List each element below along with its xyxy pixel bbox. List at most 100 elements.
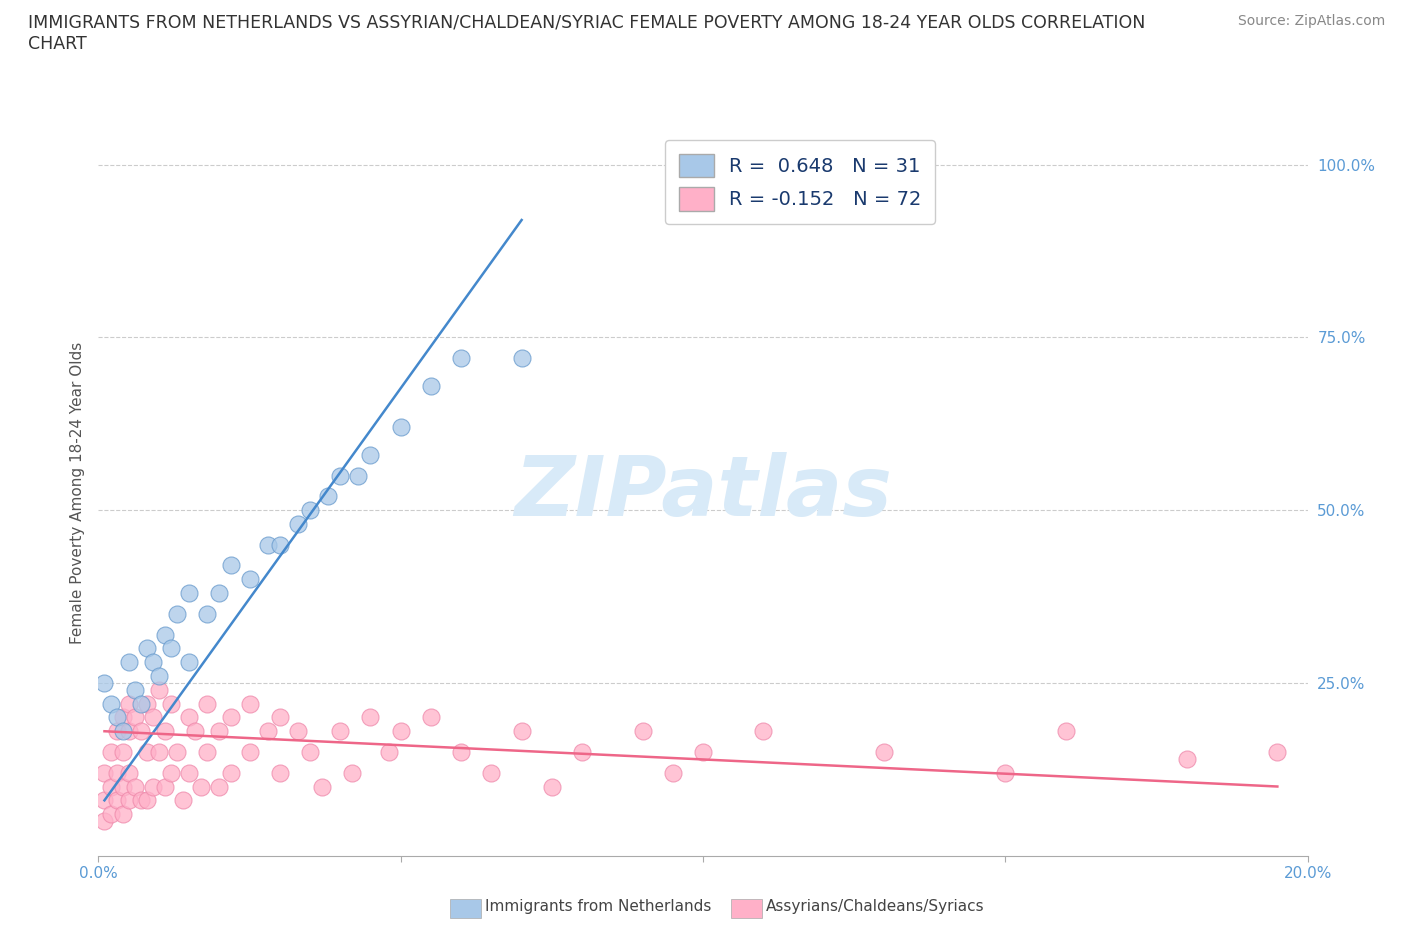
Point bbox=[166, 606, 188, 621]
Point bbox=[118, 724, 141, 738]
Point bbox=[177, 586, 201, 601]
Point bbox=[129, 697, 152, 711]
Text: Assyrians/Chaldeans/Syriacs: Assyrians/Chaldeans/Syriacs bbox=[766, 899, 984, 914]
Point bbox=[329, 724, 352, 738]
Point bbox=[389, 724, 412, 738]
Point bbox=[118, 697, 141, 711]
Point bbox=[316, 489, 339, 504]
Point bbox=[347, 468, 370, 483]
Point bbox=[124, 779, 146, 794]
Point bbox=[239, 697, 262, 711]
Point bbox=[135, 793, 157, 808]
Point bbox=[510, 351, 533, 365]
Point bbox=[269, 710, 291, 724]
Point bbox=[208, 724, 231, 738]
Point bbox=[195, 606, 218, 621]
Point bbox=[177, 710, 201, 724]
Point bbox=[160, 641, 183, 656]
Point bbox=[221, 558, 243, 573]
Point bbox=[172, 793, 194, 808]
Point bbox=[100, 745, 122, 760]
Point bbox=[93, 793, 115, 808]
Point bbox=[142, 779, 165, 794]
Text: Source: ZipAtlas.com: Source: ZipAtlas.com bbox=[1237, 14, 1385, 28]
Point bbox=[135, 641, 157, 656]
Point bbox=[177, 655, 201, 670]
Point bbox=[93, 675, 115, 690]
Point bbox=[329, 468, 352, 483]
Point bbox=[111, 779, 134, 794]
Point bbox=[100, 697, 122, 711]
Point bbox=[287, 516, 309, 531]
Point bbox=[360, 710, 382, 724]
Point bbox=[100, 806, 122, 821]
Point bbox=[118, 765, 141, 780]
Point bbox=[105, 710, 128, 724]
Point bbox=[208, 586, 231, 601]
Point bbox=[142, 710, 165, 724]
Point bbox=[311, 779, 333, 794]
Point bbox=[239, 572, 262, 587]
Point bbox=[1265, 745, 1288, 760]
Point bbox=[118, 793, 141, 808]
Point bbox=[994, 765, 1017, 780]
Text: Immigrants from Netherlands: Immigrants from Netherlands bbox=[485, 899, 711, 914]
Point bbox=[221, 710, 243, 724]
Point bbox=[129, 793, 152, 808]
Y-axis label: Female Poverty Among 18-24 Year Olds: Female Poverty Among 18-24 Year Olds bbox=[69, 342, 84, 644]
Point bbox=[256, 724, 278, 738]
Point bbox=[342, 765, 364, 780]
Point bbox=[148, 683, 170, 698]
Point bbox=[571, 745, 593, 760]
Point bbox=[177, 765, 201, 780]
Point bbox=[299, 745, 322, 760]
Point bbox=[160, 765, 183, 780]
Point bbox=[377, 745, 399, 760]
Point bbox=[153, 779, 176, 794]
Point bbox=[450, 745, 472, 760]
Point bbox=[111, 724, 134, 738]
Point bbox=[111, 806, 134, 821]
Legend: R =  0.648   N = 31, R = -0.152   N = 72: R = 0.648 N = 31, R = -0.152 N = 72 bbox=[665, 140, 935, 224]
Point bbox=[221, 765, 243, 780]
Point bbox=[481, 765, 503, 780]
Point bbox=[510, 724, 533, 738]
Point bbox=[299, 503, 322, 518]
Point bbox=[93, 765, 115, 780]
Point bbox=[208, 779, 231, 794]
Point bbox=[631, 724, 654, 738]
Point bbox=[239, 745, 262, 760]
Point bbox=[360, 447, 382, 462]
Point bbox=[100, 779, 122, 794]
Point bbox=[419, 379, 441, 393]
Point bbox=[166, 745, 188, 760]
Point bbox=[93, 814, 115, 829]
Point bbox=[153, 724, 176, 738]
Point bbox=[269, 765, 291, 780]
Point bbox=[1175, 751, 1198, 766]
Point bbox=[256, 538, 278, 552]
Point bbox=[195, 745, 218, 760]
Point bbox=[184, 724, 207, 738]
Point bbox=[692, 745, 714, 760]
Point bbox=[148, 745, 170, 760]
Point bbox=[105, 765, 128, 780]
Point bbox=[269, 538, 291, 552]
Point bbox=[419, 710, 441, 724]
Text: IMMIGRANTS FROM NETHERLANDS VS ASSYRIAN/CHALDEAN/SYRIAC FEMALE POVERTY AMONG 18-: IMMIGRANTS FROM NETHERLANDS VS ASSYRIAN/… bbox=[28, 14, 1146, 53]
Text: ZIPatlas: ZIPatlas bbox=[515, 452, 891, 534]
Point bbox=[450, 351, 472, 365]
Point bbox=[118, 655, 141, 670]
Point bbox=[124, 683, 146, 698]
Point bbox=[195, 697, 218, 711]
Point bbox=[873, 745, 896, 760]
Point bbox=[540, 779, 562, 794]
Point bbox=[190, 779, 212, 794]
Point bbox=[148, 669, 170, 684]
Point bbox=[124, 710, 146, 724]
Point bbox=[142, 655, 165, 670]
Point bbox=[661, 765, 683, 780]
Point bbox=[105, 793, 128, 808]
Point bbox=[287, 724, 309, 738]
Point bbox=[129, 724, 152, 738]
